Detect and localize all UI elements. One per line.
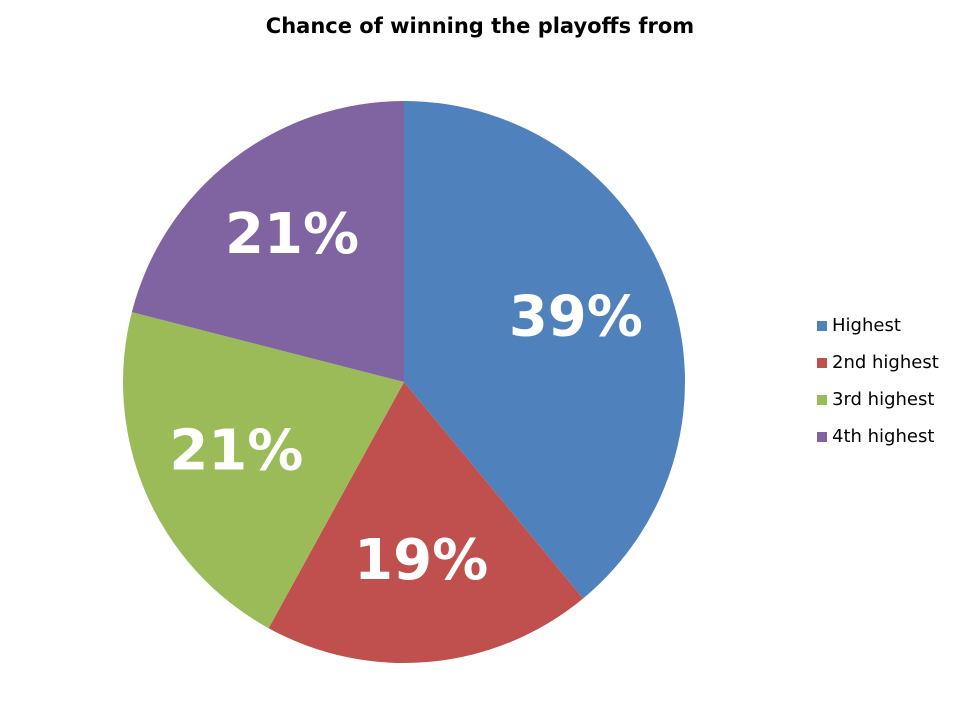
legend-label: 3rd highest [832,389,934,410]
legend-swatch [817,358,827,368]
legend-label: Highest [832,315,901,336]
legend-label: 2nd highest [832,352,939,373]
pie-slice [404,101,686,599]
pie-slice [131,100,404,382]
data-label: 21% [169,419,303,484]
data-label: 21% [225,202,359,267]
legend-label: 4th highest [832,426,934,447]
pie-slice [268,382,584,663]
legend-swatch [817,395,827,405]
data-label: 19% [354,528,488,593]
data-label: 39% [509,284,643,349]
legend-swatch [817,432,827,442]
pie-slice [122,312,404,629]
chart-title: Chance of winning the playoffs from [266,14,694,38]
legend-swatch [817,321,827,331]
